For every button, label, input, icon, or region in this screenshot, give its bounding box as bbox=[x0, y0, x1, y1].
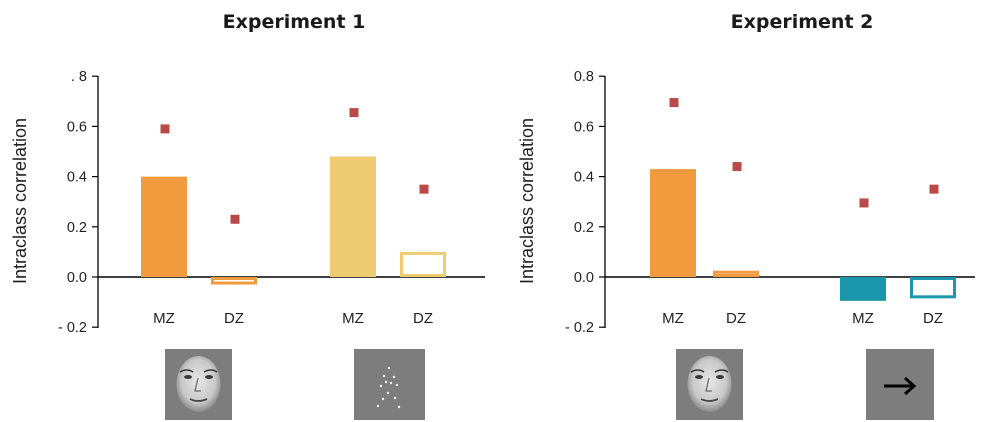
bar-group bbox=[650, 169, 956, 301]
data-point-marker bbox=[419, 184, 429, 194]
x-category-label: MZ bbox=[342, 310, 364, 327]
x-category-label: MZ bbox=[852, 310, 874, 327]
arrow-right-icon bbox=[866, 349, 934, 420]
data-point-marker bbox=[230, 214, 240, 224]
x-category-label: MZ bbox=[153, 310, 175, 327]
y-tick-label: 0.2 bbox=[67, 220, 87, 236]
data-point-marker bbox=[929, 184, 939, 194]
y-tick-label: 0.6 bbox=[67, 119, 87, 135]
chart-title: Experiment 2 bbox=[731, 11, 874, 33]
y-tick-label: 0.8 bbox=[574, 69, 594, 85]
bar bbox=[211, 277, 257, 285]
y-tick-label: - 0.2 bbox=[565, 320, 594, 336]
data-point-marker bbox=[160, 124, 170, 134]
bar bbox=[141, 176, 187, 277]
face-photo-icon bbox=[165, 349, 232, 420]
bar bbox=[840, 277, 886, 301]
x-category-label: DZ bbox=[923, 310, 943, 327]
data-point-marker bbox=[349, 108, 359, 118]
bar-group bbox=[141, 156, 446, 285]
category-label-group: MZ DZ MZ DZ bbox=[153, 310, 433, 327]
x-category-label: DZ bbox=[224, 310, 244, 327]
y-tick-label: 0.0 bbox=[67, 270, 87, 286]
marker-group bbox=[160, 108, 429, 224]
chart-panel-1: Experiment 1 Intraclass correlation . 8 0… bbox=[10, 11, 485, 420]
y-tick-label: 0.0 bbox=[574, 270, 594, 286]
x-category-label: DZ bbox=[413, 310, 433, 327]
y-tick-label: 0.4 bbox=[67, 170, 87, 186]
bar bbox=[713, 270, 759, 278]
face-photo-icon bbox=[676, 349, 743, 420]
bar bbox=[330, 156, 376, 277]
marker-group bbox=[669, 98, 939, 208]
chart-panel-2: Experiment 2 Intraclass correlation 0.80… bbox=[517, 11, 975, 420]
y-tick-group: . 8 0.6 0.4 0.2 0.0 - 0.2 bbox=[58, 69, 98, 336]
x-category-label: DZ bbox=[726, 310, 746, 327]
bar bbox=[650, 169, 696, 277]
y-tick-label: . 8 bbox=[71, 69, 87, 85]
point-light-walker-icon bbox=[354, 349, 425, 420]
y-axis-label: Intraclass correlation bbox=[517, 118, 537, 284]
y-tick-label: 0.4 bbox=[574, 170, 594, 186]
y-tick-group: 0.8 0.6 0.4 0.2 0.0 - 0.2 bbox=[565, 69, 605, 336]
category-label-group: MZ DZ MZ DZ bbox=[662, 310, 943, 327]
bar bbox=[400, 251, 446, 277]
y-tick-label: - 0.2 bbox=[58, 320, 87, 336]
chart-title: Experiment 1 bbox=[223, 11, 366, 33]
data-point-marker bbox=[669, 98, 679, 108]
y-tick-label: 0.6 bbox=[574, 119, 594, 135]
y-axis-label: Intraclass correlation bbox=[10, 118, 30, 284]
x-category-label: MZ bbox=[662, 310, 684, 327]
data-point-marker bbox=[732, 162, 742, 172]
bar bbox=[910, 277, 956, 299]
y-tick-label: 0.2 bbox=[574, 220, 594, 236]
data-point-marker bbox=[859, 198, 869, 208]
